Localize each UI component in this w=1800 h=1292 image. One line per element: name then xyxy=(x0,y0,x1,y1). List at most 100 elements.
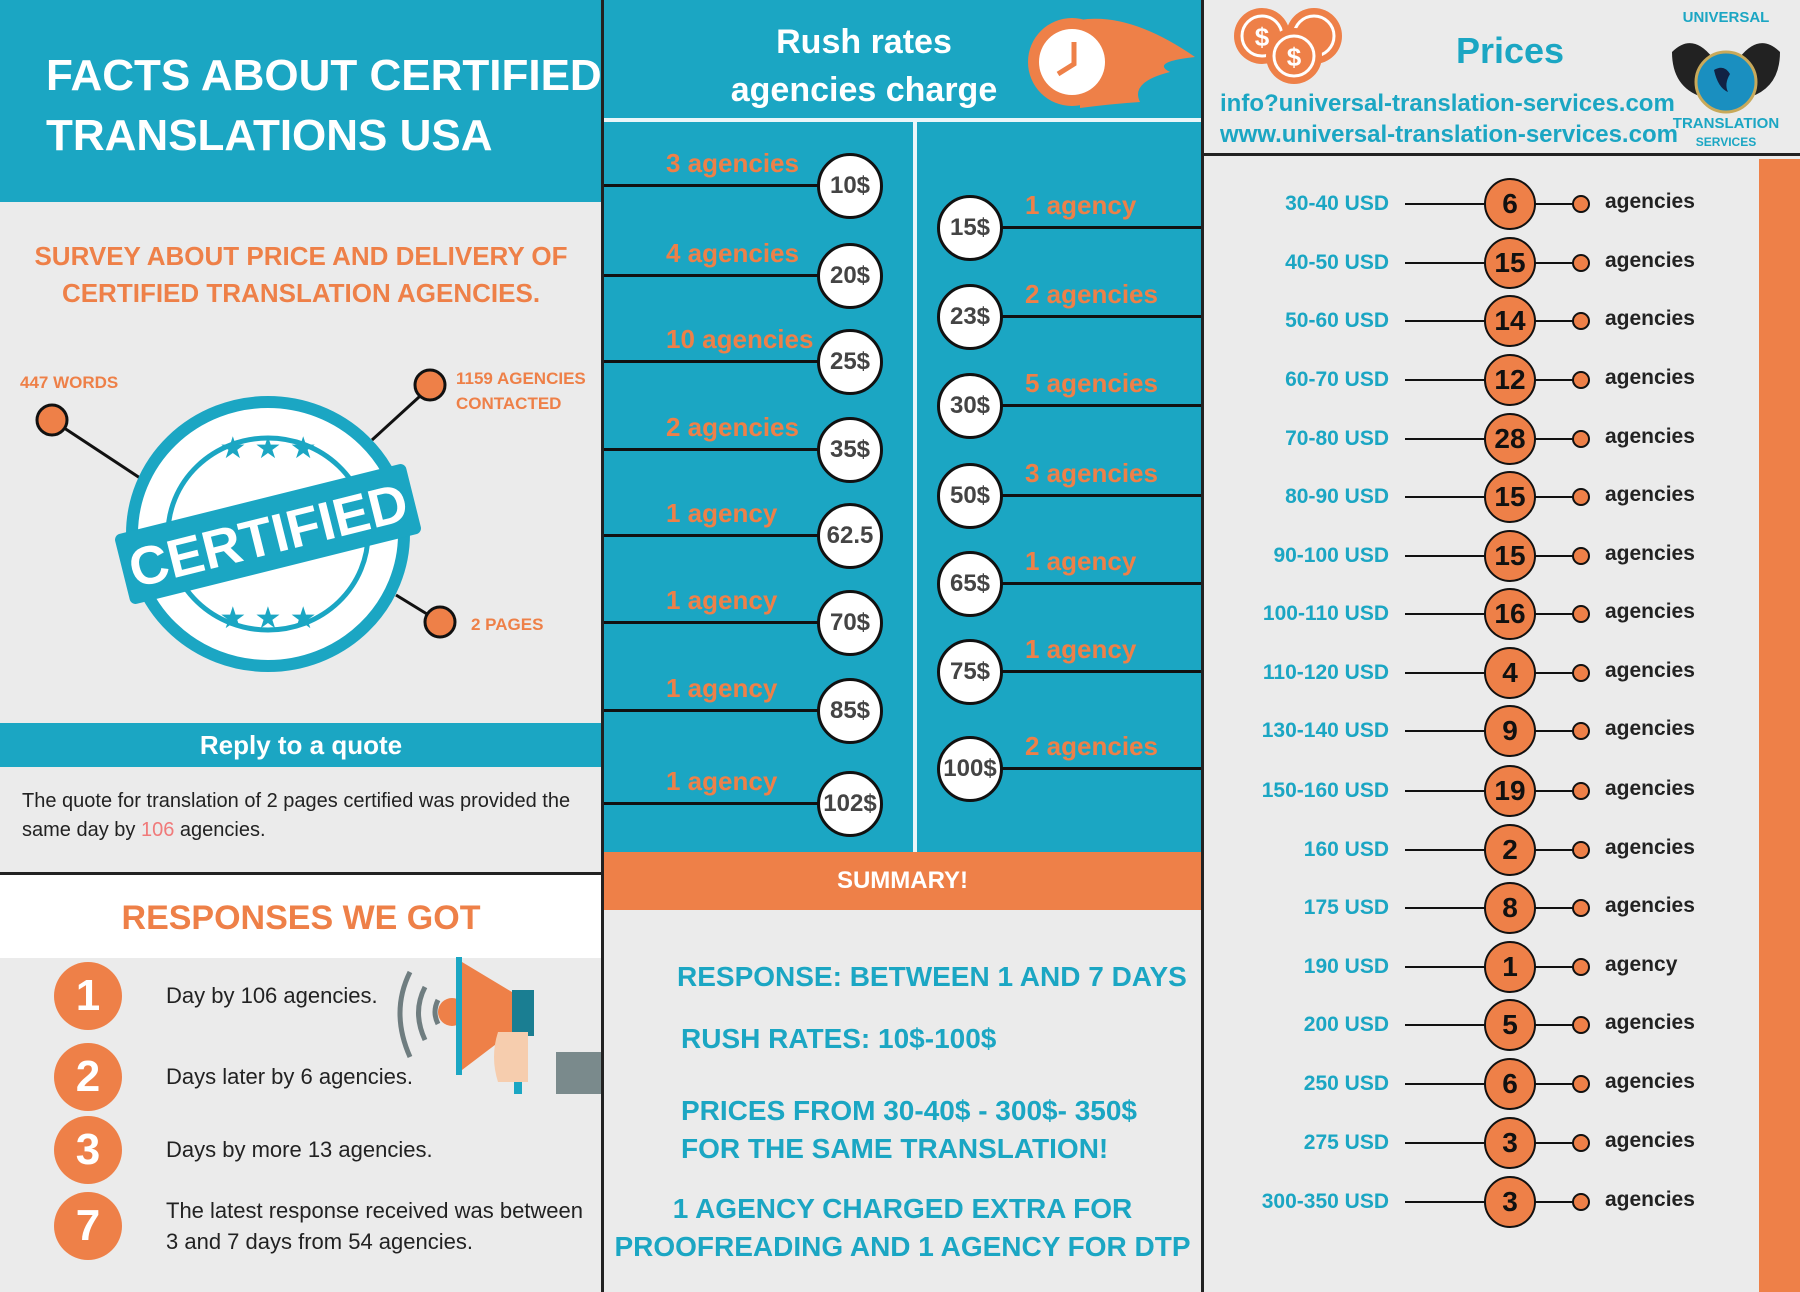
agency-count-label: 1 agency xyxy=(1025,546,1137,576)
survey-heading: SURVEY ABOUT PRICE AND DELIVERY OF CERTI… xyxy=(0,238,602,312)
reply-text-part: The quote for translation of 2 pages cer… xyxy=(22,790,571,841)
agency-count-badge: 3 xyxy=(1484,1117,1536,1169)
connector-line xyxy=(604,534,819,537)
prices-header xyxy=(1204,0,1800,156)
responses-header: RESPONSES WE GOT xyxy=(0,872,602,958)
flaming-clock-icon xyxy=(1028,18,1195,109)
agencies-label: agencies xyxy=(1605,600,1695,623)
price-range-label: 190 USD xyxy=(1303,955,1389,978)
agency-count-label: 1 agency xyxy=(666,766,778,796)
agency-count-badge: 2 xyxy=(1484,824,1536,876)
rush-price-badge: 62.5 xyxy=(817,503,883,569)
summary-line: RUSH RATES: 10$-100$ xyxy=(681,1023,997,1054)
connector-dot xyxy=(1572,254,1590,272)
connector-dot xyxy=(1572,1134,1590,1152)
left-header xyxy=(0,0,602,202)
summary-heading: SUMMARY! xyxy=(604,852,1201,910)
agencies-label: agencies xyxy=(1605,366,1695,389)
rush-price-badge: 100$ xyxy=(937,736,1003,802)
number-badge: 7 xyxy=(54,1192,122,1260)
price-range-label: 80-90 USD xyxy=(1285,485,1389,508)
agency-count-label: 1 agency xyxy=(666,498,778,528)
price-range-label: 110-120 USD xyxy=(1262,661,1389,684)
connector-dot xyxy=(1572,1016,1590,1034)
response-text: Days by more 13 agencies. xyxy=(166,1137,433,1162)
rush-price-badge: 30$ xyxy=(937,373,1003,439)
connector-line xyxy=(1000,404,1201,407)
rush-price-badge: 102$ xyxy=(817,771,883,837)
agency-count-badge: 6 xyxy=(1484,178,1536,230)
rush-price-badge: 50$ xyxy=(937,463,1003,529)
price-range-label: 40-50 USD xyxy=(1285,251,1389,274)
reply-heading: Reply to a quote xyxy=(0,723,602,767)
svg-text:$: $ xyxy=(1287,42,1302,72)
agencies-label: agencies xyxy=(1605,1129,1695,1152)
agencies-label: agencies xyxy=(1605,777,1695,800)
connector-line xyxy=(604,360,819,363)
price-range-label: 300-350 USD xyxy=(1261,1190,1389,1213)
agency-count-label: 5 agencies xyxy=(1025,368,1158,398)
page-title: FACTS ABOUT CERTIFIED TRANSLATIONS USA xyxy=(46,46,602,166)
website-link[interactable]: www.universal-translation-services.com xyxy=(1220,121,1678,148)
rush-price-badge: 25$ xyxy=(817,329,883,395)
agency-count-badge: 19 xyxy=(1484,765,1536,817)
price-range-label: 130-140 USD xyxy=(1261,719,1389,742)
rush-rates-title: Rush rates agencies charge xyxy=(604,18,1124,114)
rush-title-line: Rush rates xyxy=(776,23,952,61)
price-range-label: 30-40 USD xyxy=(1285,192,1389,215)
agencies-label: agencies xyxy=(1605,190,1695,213)
company-logo: UNIVERSAL TRANSLATION SERVICES xyxy=(1672,9,1780,149)
agency-count-badge: 3 xyxy=(1484,1176,1536,1228)
agency-count-badge: 28 xyxy=(1484,413,1536,465)
price-range-label: 275 USD xyxy=(1303,1131,1389,1154)
certified-stamp-icon: CERTIFIED ★ ★ ★ ★ ★ ★ xyxy=(35,368,457,672)
connector-dot xyxy=(1572,899,1590,917)
response-text: Day by 106 agencies. xyxy=(166,983,378,1008)
agency-count-badge: 12 xyxy=(1484,354,1536,406)
agency-count-label: 4 agencies xyxy=(666,238,799,268)
connector-line xyxy=(1000,767,1201,770)
agencies-label: agency xyxy=(1605,953,1678,976)
agency-count-label: 3 agencies xyxy=(666,148,799,178)
connector-dot xyxy=(1572,664,1590,682)
connector-dot xyxy=(1572,782,1590,800)
svg-text:★ ★ ★: ★ ★ ★ xyxy=(219,432,316,465)
price-range-label: 50-60 USD xyxy=(1285,309,1389,332)
agency-count-label: 1 agency xyxy=(666,673,778,703)
rush-price-badge: 10$ xyxy=(817,153,883,219)
number-badge: 1 xyxy=(54,962,122,1030)
summary-line: RESPONSE: BETWEEN 1 AND 7 DAYS xyxy=(677,961,1187,992)
agencies-label: agencies xyxy=(1605,1070,1695,1093)
rush-price-badge: 75$ xyxy=(937,639,1003,705)
price-range-label: 60-70 USD xyxy=(1285,368,1389,391)
callout-line: 1159 AGENCIES xyxy=(456,369,586,388)
response-text: The latest response received was between… xyxy=(166,1198,584,1254)
divider xyxy=(913,122,917,852)
words-callout: 447 WORDS xyxy=(20,373,119,392)
rush-price-badge: 85$ xyxy=(817,678,883,744)
agency-count-label: 2 agencies xyxy=(1025,279,1158,309)
agencies-label: agencies xyxy=(1605,1188,1695,1211)
svg-text:SERVICES: SERVICES xyxy=(1696,135,1756,149)
price-range-label: 100-110 USD xyxy=(1262,602,1389,625)
megaphone-icon xyxy=(397,957,602,1094)
svg-text:TRANSLATION: TRANSLATION xyxy=(1673,115,1779,132)
reply-text-part: agencies. xyxy=(174,819,266,841)
connector-line xyxy=(604,274,819,277)
agency-count-badge: 15 xyxy=(1484,530,1536,582)
agency-count-badge: 14 xyxy=(1484,295,1536,347)
connector-dot xyxy=(1572,605,1590,623)
agency-count-badge: 1 xyxy=(1484,941,1536,993)
agency-count-label: 1 agency xyxy=(1025,634,1137,664)
agency-count-badge: 4 xyxy=(1484,647,1536,699)
connector-dot xyxy=(1572,371,1590,389)
agencies-label: agencies xyxy=(1605,307,1695,330)
summary-line: FOR THE SAME TRANSLATION! xyxy=(681,1133,1109,1164)
summary-line: PROOFREADING AND 1 AGENCY FOR DTP xyxy=(614,1231,1191,1262)
agency-count-badge: 5 xyxy=(1484,999,1536,1051)
email-link[interactable]: info?universal-translation-services.com xyxy=(1220,90,1675,117)
price-range-label: 200 USD xyxy=(1303,1013,1389,1036)
summary-line: PRICES FROM 30-40$ - 300$- 350$ xyxy=(681,1095,1137,1126)
agencies-label: agencies xyxy=(1605,836,1695,859)
agencies-label: agencies xyxy=(1605,1011,1695,1034)
